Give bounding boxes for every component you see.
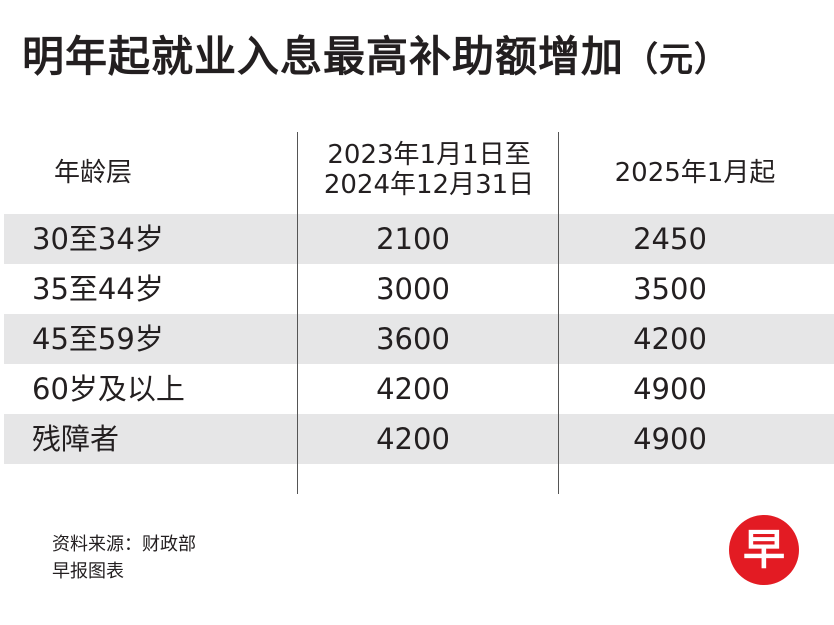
- amount-2023-cell: 4200: [376, 422, 450, 456]
- chart-title: 明年起就业入息最高补助额增加（元）: [22, 36, 729, 78]
- source-line: 资料来源：财政部: [52, 534, 196, 555]
- table-row: 60岁及以上 4200 4900: [4, 364, 834, 414]
- age-group-cell: 残障者: [32, 422, 120, 456]
- header-period-2025: 2025年1月起: [614, 158, 776, 188]
- header-period-2023-2024: 2023年1月1日至 2024年12月31日: [298, 140, 560, 222]
- amount-2025-cell: 4200: [633, 322, 707, 356]
- amount-2025-cell: 4900: [633, 422, 707, 456]
- amount-2025-cell: 3500: [633, 272, 707, 306]
- header-age-group: 年龄层: [54, 158, 133, 188]
- header-period-start: 2023年1月1日至: [327, 140, 531, 170]
- header-period-end: 2024年12月31日: [323, 170, 535, 200]
- column-divider: [558, 132, 559, 494]
- age-group-cell: 35至44岁: [32, 272, 164, 306]
- table-row: 45至59岁 3600 4200: [4, 314, 834, 364]
- table-row: 残障者 4200 4900: [4, 414, 834, 464]
- subsidy-table: 年龄层 2023年1月1日至 2024年12月31日 2025年1月起 30至3…: [4, 132, 834, 494]
- amount-2023-cell: 4200: [376, 372, 450, 406]
- amount-2023-cell: 2100: [376, 222, 450, 256]
- amount-2025-cell: 4900: [633, 372, 707, 406]
- source-note: 资料来源：财政部 早报图表: [52, 531, 196, 585]
- logo-char: 早: [743, 525, 785, 574]
- credit-line: 早报图表: [52, 561, 124, 582]
- amount-2025-cell: 2450: [633, 222, 707, 256]
- column-divider: [297, 132, 298, 494]
- zaobao-logo-icon: 早: [729, 515, 799, 585]
- table-row: 30至34岁 2100 2450: [4, 214, 834, 264]
- amount-2023-cell: 3600: [376, 322, 450, 356]
- age-group-cell: 45至59岁: [32, 322, 164, 356]
- amount-2023-cell: 3000: [376, 272, 450, 306]
- age-group-cell: 30至34岁: [32, 222, 164, 256]
- title-unit: （元）: [624, 40, 730, 80]
- title-main: 明年起就业入息最高补助额增加: [22, 32, 625, 81]
- age-group-cell: 60岁及以上: [32, 372, 185, 406]
- table-row: 35至44岁 3000 3500: [4, 264, 834, 314]
